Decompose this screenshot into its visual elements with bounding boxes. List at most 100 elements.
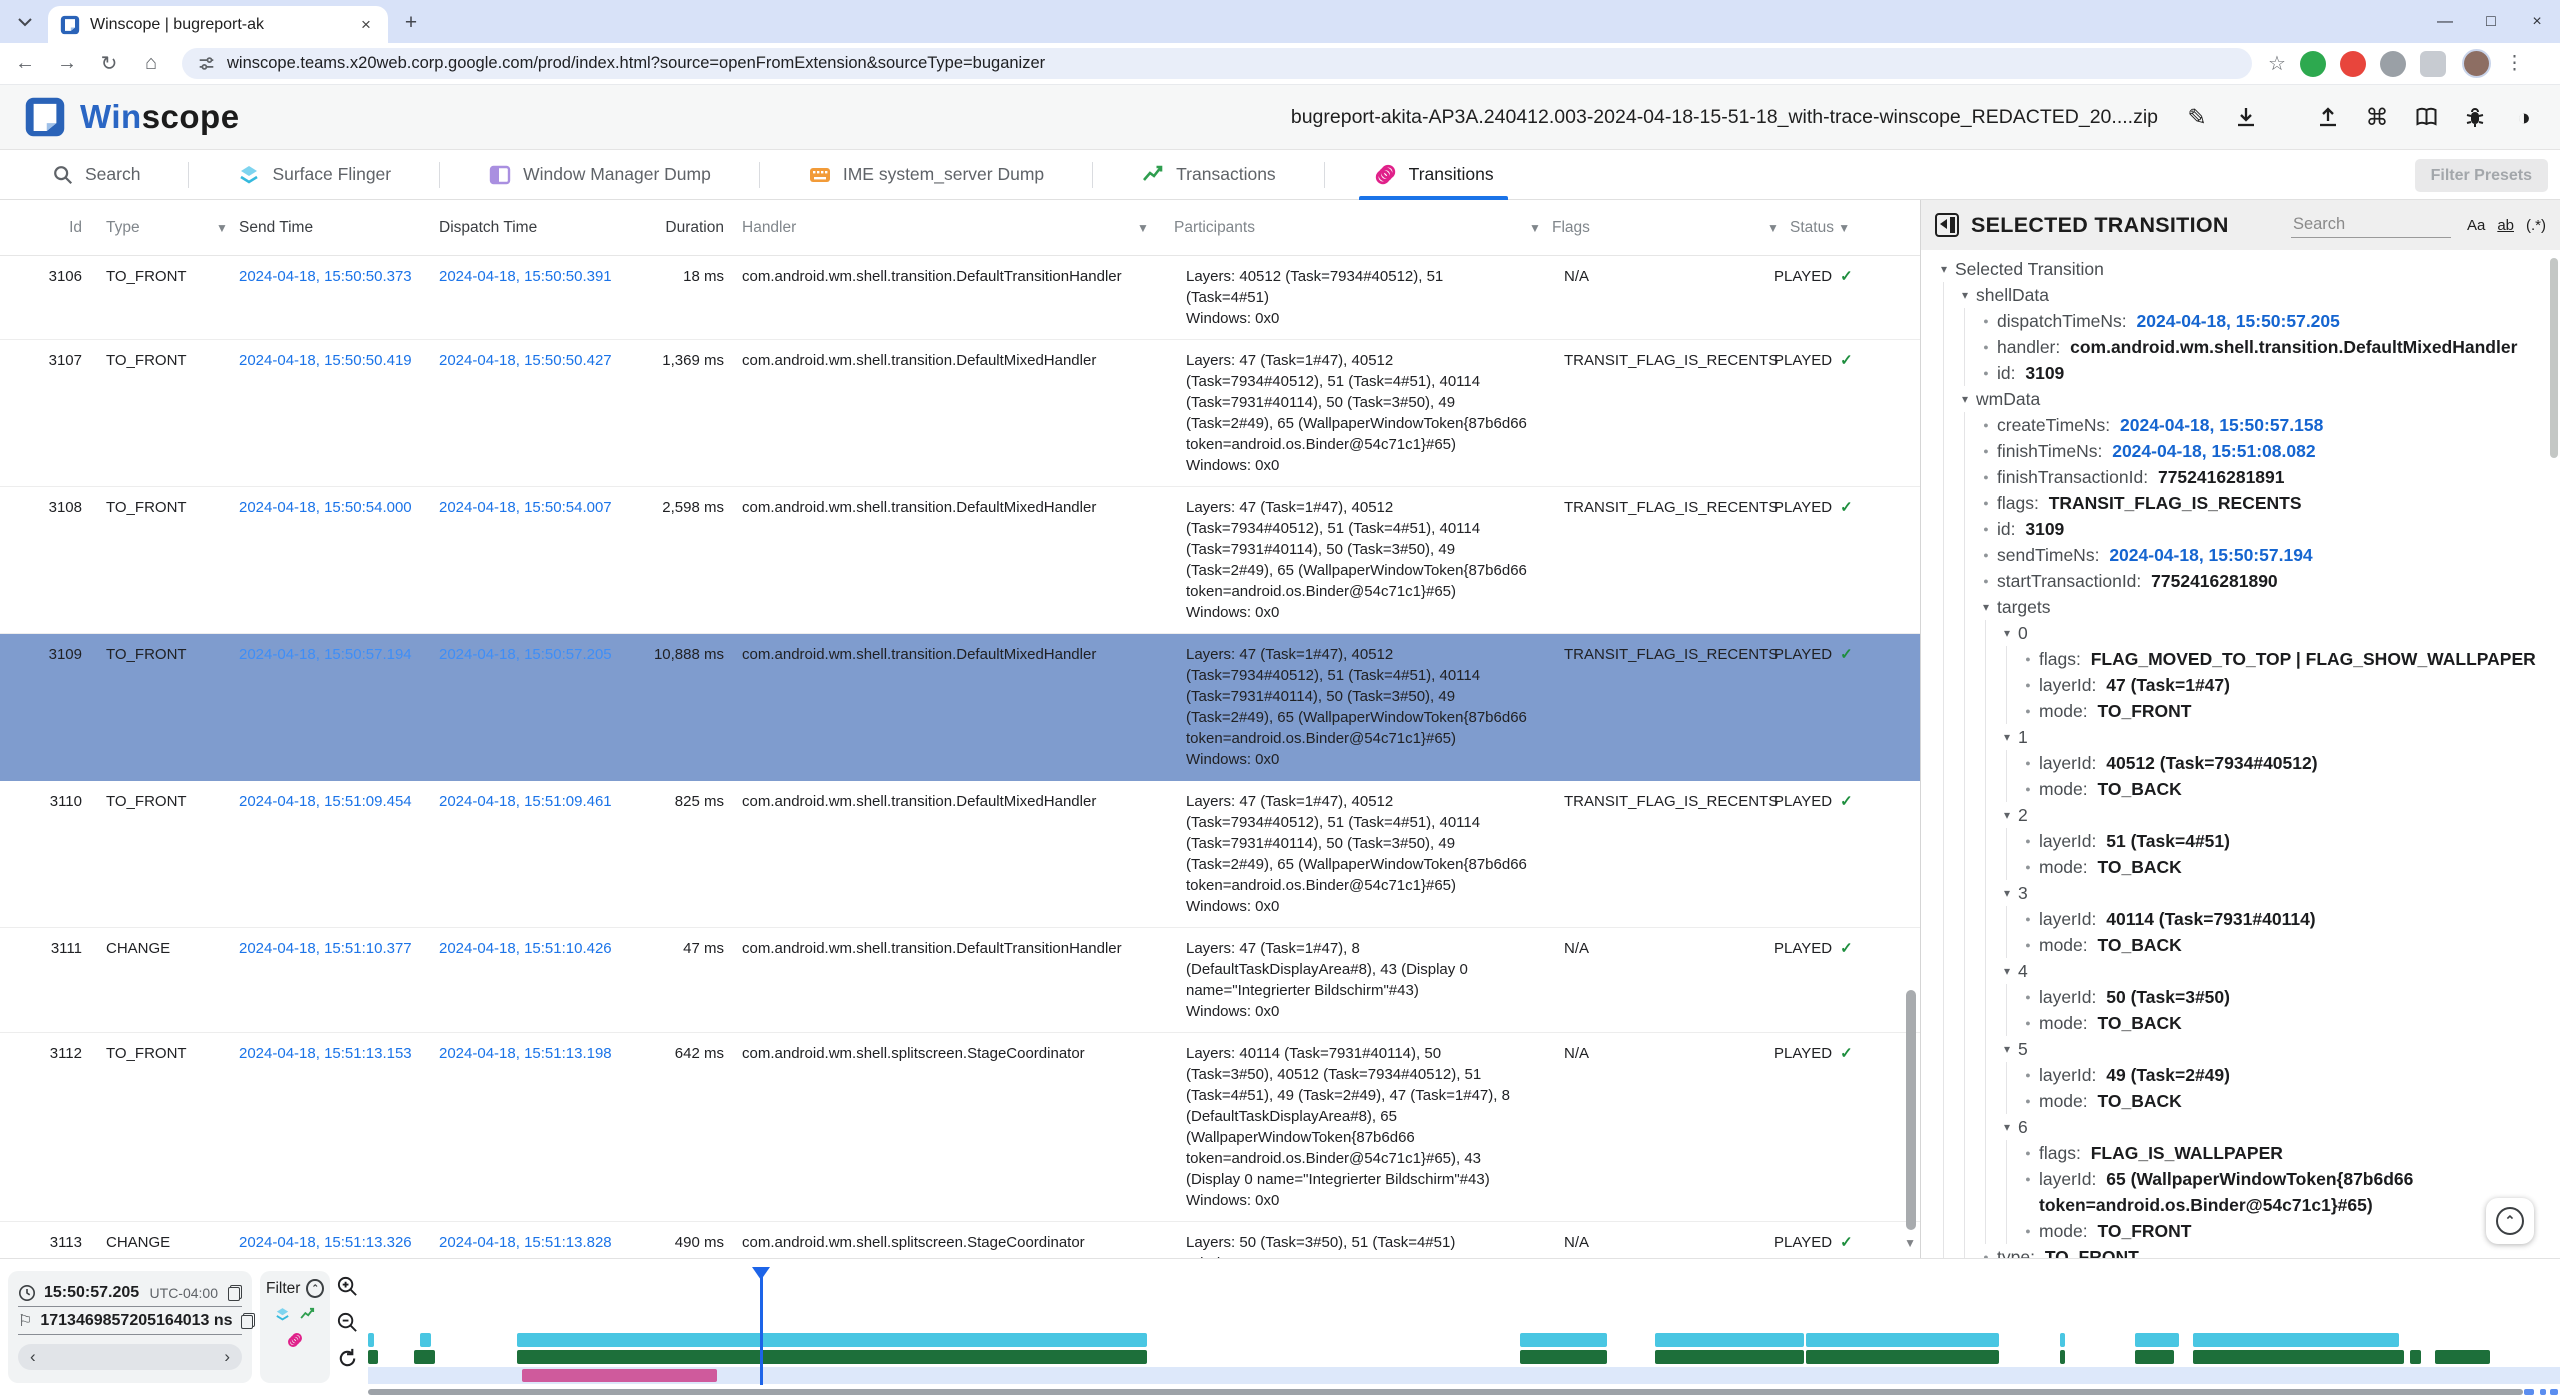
col-handler[interactable]: Handler: [742, 218, 797, 236]
human-time[interactable]: 15:50:57.205: [44, 1283, 140, 1301]
tab-close-icon[interactable]: ×: [361, 14, 371, 34]
next-entry-icon[interactable]: ›: [224, 1347, 230, 1366]
tree-node[interactable]: ● createTimeNs: 2024-04-18, 15:50:57.158: [1975, 412, 2556, 438]
report-bug-icon[interactable]: [2461, 103, 2489, 131]
tab-transactions[interactable]: Transactions: [1123, 150, 1294, 200]
expander-icon[interactable]: ▾: [2003, 1042, 2011, 1056]
expander-icon[interactable]: ▾: [2003, 730, 2011, 744]
dispatch-time-link[interactable]: 2024-04-18, 15:51:13.198: [439, 1045, 612, 1062]
close-icon[interactable]: ×: [2532, 12, 2542, 30]
tree-node[interactable]: ● layerId: 40512 (Task=7934#40512): [2017, 750, 2556, 776]
expander-icon[interactable]: ▾: [2003, 886, 2011, 900]
tree-node[interactable]: ● finishTimeNs: 2024-04-18, 15:51:08.082: [1975, 438, 2556, 464]
dark-mode-toggle-icon[interactable]: ◑: [2517, 103, 2531, 130]
match-word-icon[interactable]: ab: [2497, 216, 2514, 234]
tree-node[interactable]: ● flags: FLAG_MOVED_TO_TOP | FLAG_SHOW_WA…: [2017, 646, 2556, 672]
scrollbar-thumb-mark[interactable]: [2540, 1389, 2546, 1395]
scrollbar-thumb-mark[interactable]: [2550, 1389, 2558, 1395]
tree-node[interactable]: ● finishTransactionId: 7752416281891: [1975, 464, 2556, 490]
copy-time-icon[interactable]: [228, 1284, 242, 1301]
tree-node[interactable]: ● flags: TRANSIT_FLAG_IS_RECENTS: [1975, 490, 2556, 516]
tree-node[interactable]: ● mode: TO_BACK: [2017, 932, 2556, 958]
extension-icon-gray[interactable]: [2379, 50, 2406, 77]
flags-filter-caret-icon[interactable]: ▼: [1767, 220, 1779, 235]
tree-node[interactable]: ● id: 3109: [1975, 360, 2556, 386]
tree-node[interactable]: ● handler: com.android.wm.shell.transitio…: [1975, 334, 2556, 360]
download-icon[interactable]: [2232, 103, 2260, 131]
tree-node[interactable]: ● dispatchTimeNs: 2024-04-18, 15:50:57.20…: [1975, 308, 2556, 334]
tree-node[interactable]: ● mode: TO_BACK: [2017, 854, 2556, 880]
timeline-canvas[interactable]: [368, 1267, 2560, 1395]
panel-scrollbar[interactable]: [2550, 258, 2558, 458]
expander-icon[interactable]: ▾: [2003, 1120, 2011, 1134]
send-time-link[interactable]: 2024-04-18, 15:51:10.377: [239, 940, 412, 957]
col-dispatch-time[interactable]: Dispatch Time: [439, 218, 538, 236]
filter-presets-button[interactable]: Filter Presets: [2414, 159, 2548, 192]
timestamp-ns[interactable]: 1713469857205164013 ns: [40, 1311, 233, 1329]
col-duration[interactable]: Duration: [665, 218, 724, 236]
tree-node[interactable]: ● layerId: 47 (Task=1#47): [2017, 672, 2556, 698]
col-participants[interactable]: Participants: [1174, 218, 1255, 236]
upload-icon[interactable]: [2314, 103, 2342, 131]
col-type[interactable]: Type: [106, 218, 140, 236]
transition-row[interactable]: 3110 TO_FRONT 2024-04-18, 15:51:09.454 2024…: [0, 781, 1920, 928]
expander-icon[interactable]: ▾: [1940, 262, 1948, 276]
browser-tab[interactable]: Winscope | bugreport-ak ×: [48, 6, 388, 43]
col-flags[interactable]: Flags: [1552, 218, 1590, 236]
dispatch-time-link[interactable]: 2024-04-18, 15:50:54.007: [439, 499, 612, 516]
tab-search-chevron-icon[interactable]: [10, 7, 40, 37]
collapse-panel-icon[interactable]: [1935, 213, 1959, 237]
scrollbar-thumb-mark[interactable]: [2524, 1389, 2534, 1395]
tree-node[interactable]: ● mode: TO_BACK: [2017, 1010, 2556, 1036]
tree-node[interactable]: ● mode: TO_BACK: [2017, 1088, 2556, 1114]
tree-node[interactable]: ▾ 4: [1996, 958, 2556, 984]
extension-icon-green[interactable]: [2299, 50, 2326, 77]
transition-row[interactable]: 3106 TO_FRONT 2024-04-18, 15:50:50.373 2024…: [0, 256, 1920, 340]
tree-node[interactable]: ▾ 0: [1996, 620, 2556, 646]
tree-node[interactable]: ▾ 5: [1996, 1036, 2556, 1062]
transition-row[interactable]: 3111 CHANGE 2024-04-18, 15:51:10.377 2024-0…: [0, 928, 1920, 1033]
property-value[interactable]: 2024-04-18, 15:51:08.082: [2112, 441, 2316, 461]
tree-node[interactable]: ● layerId: 65 (WallpaperWindowToken{87b6d…: [2017, 1166, 2556, 1218]
expander-icon[interactable]: ▾: [2003, 964, 2011, 978]
tree-node[interactable]: ● layerId: 49 (Task=2#49): [2017, 1062, 2556, 1088]
dispatch-time-link[interactable]: 2024-04-18, 15:50:50.391: [439, 268, 612, 285]
tree-node[interactable]: ● mode: TO_FRONT: [2017, 698, 2556, 724]
transactions-filter-icon[interactable]: [299, 1306, 316, 1323]
edit-filename-icon[interactable]: ✎: [2187, 103, 2207, 130]
surface-flinger-filter-icon[interactable]: [274, 1306, 291, 1323]
extension-icon-red[interactable]: [2339, 50, 2366, 77]
tab-ime-dump[interactable]: IME system_server Dump: [790, 150, 1062, 200]
tab-window-manager-dump[interactable]: Window Manager Dump: [470, 150, 729, 200]
tree-node[interactable]: ● id: 3109: [1975, 516, 2556, 542]
tree-node[interactable]: ▾ 3: [1996, 880, 2556, 906]
table-vertical-scrollbar[interactable]: [1906, 990, 1916, 1230]
property-value[interactable]: 2024-04-18, 15:50:57.205: [2136, 311, 2340, 331]
prev-entry-icon[interactable]: ‹: [30, 1347, 36, 1366]
send-time-link[interactable]: 2024-04-18, 15:51:09.454: [239, 793, 412, 810]
reload-icon[interactable]: ↻: [100, 53, 118, 75]
zoom-reset-icon[interactable]: [336, 1347, 359, 1370]
maximize-icon[interactable]: □: [2486, 12, 2496, 30]
match-case-icon[interactable]: Aa: [2466, 216, 2486, 234]
property-value[interactable]: 2024-04-18, 15:50:57.194: [2109, 545, 2313, 565]
tree-node[interactable]: ● sendTimeNs: 2024-04-18, 15:50:57.194: [1975, 542, 2556, 568]
transition-row[interactable]: 3113 CHANGE 2024-04-18, 15:51:13.326 2024-0…: [0, 1222, 1920, 1258]
participants-filter-caret-icon[interactable]: ▼: [1529, 220, 1541, 235]
tree-node[interactable]: ● startTransactionId: 7752416281890: [1975, 568, 2556, 594]
tree-node[interactable]: ● layerId: 50 (Task=3#50): [2017, 984, 2556, 1010]
expander-icon[interactable]: ▾: [1982, 600, 1990, 614]
send-time-link[interactable]: 2024-04-18, 15:51:13.153: [239, 1045, 412, 1062]
expander-icon[interactable]: ▾: [1961, 288, 1969, 302]
tree-node[interactable]: ▾ targets: [1975, 594, 2556, 620]
tree-node[interactable]: ▾ shellData: [1954, 282, 2556, 308]
profile-avatar[interactable]: [2461, 49, 2491, 78]
handler-filter-caret-icon[interactable]: ▼: [1137, 220, 1149, 235]
tree-node[interactable]: ▾ Selected Transition: [1933, 256, 2556, 282]
tree-node[interactable]: ▾ 2: [1996, 802, 2556, 828]
send-time-link[interactable]: 2024-04-18, 15:50:57.194: [239, 646, 412, 663]
send-time-link[interactable]: 2024-04-18, 15:51:13.326: [239, 1234, 412, 1251]
tree-node[interactable]: ● layerId: 51 (Task=4#51): [2017, 828, 2556, 854]
dispatch-time-link[interactable]: 2024-04-18, 15:51:09.461: [439, 793, 612, 810]
send-time-link[interactable]: 2024-04-18, 15:50:50.373: [239, 268, 412, 285]
